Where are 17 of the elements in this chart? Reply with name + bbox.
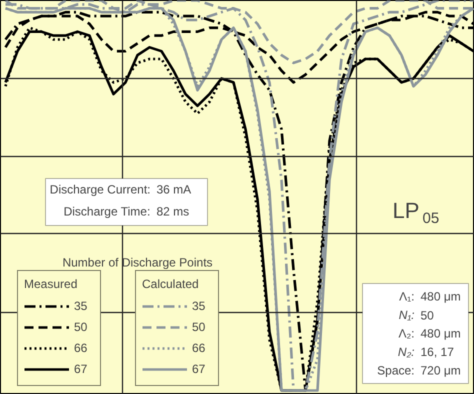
annotation: Λ₁: 480 μm: [399, 290, 461, 304]
legend-label: 66: [192, 341, 206, 355]
annotation: Measured: [24, 277, 78, 291]
annotation: Discharge Current: 36 mA: [50, 182, 192, 196]
legend-label: 50: [74, 320, 88, 334]
legend-label: 66: [74, 341, 88, 355]
legend-label: 35: [74, 299, 88, 313]
legend-label: 50: [192, 320, 206, 334]
annotation: N₂: 16, 17: [398, 345, 454, 359]
legend-label: 67: [192, 362, 206, 376]
annotation: N₁: 50: [398, 308, 434, 322]
annotation: Discharge Time: 82 ms: [64, 204, 190, 218]
annotation: Λ₂: 480 μm: [398, 326, 461, 340]
annotation: Space: 720 μm: [377, 364, 461, 378]
annotation: Calculated: [142, 277, 200, 291]
legend-label: 67: [74, 362, 88, 376]
legend-label: 35: [192, 299, 206, 313]
